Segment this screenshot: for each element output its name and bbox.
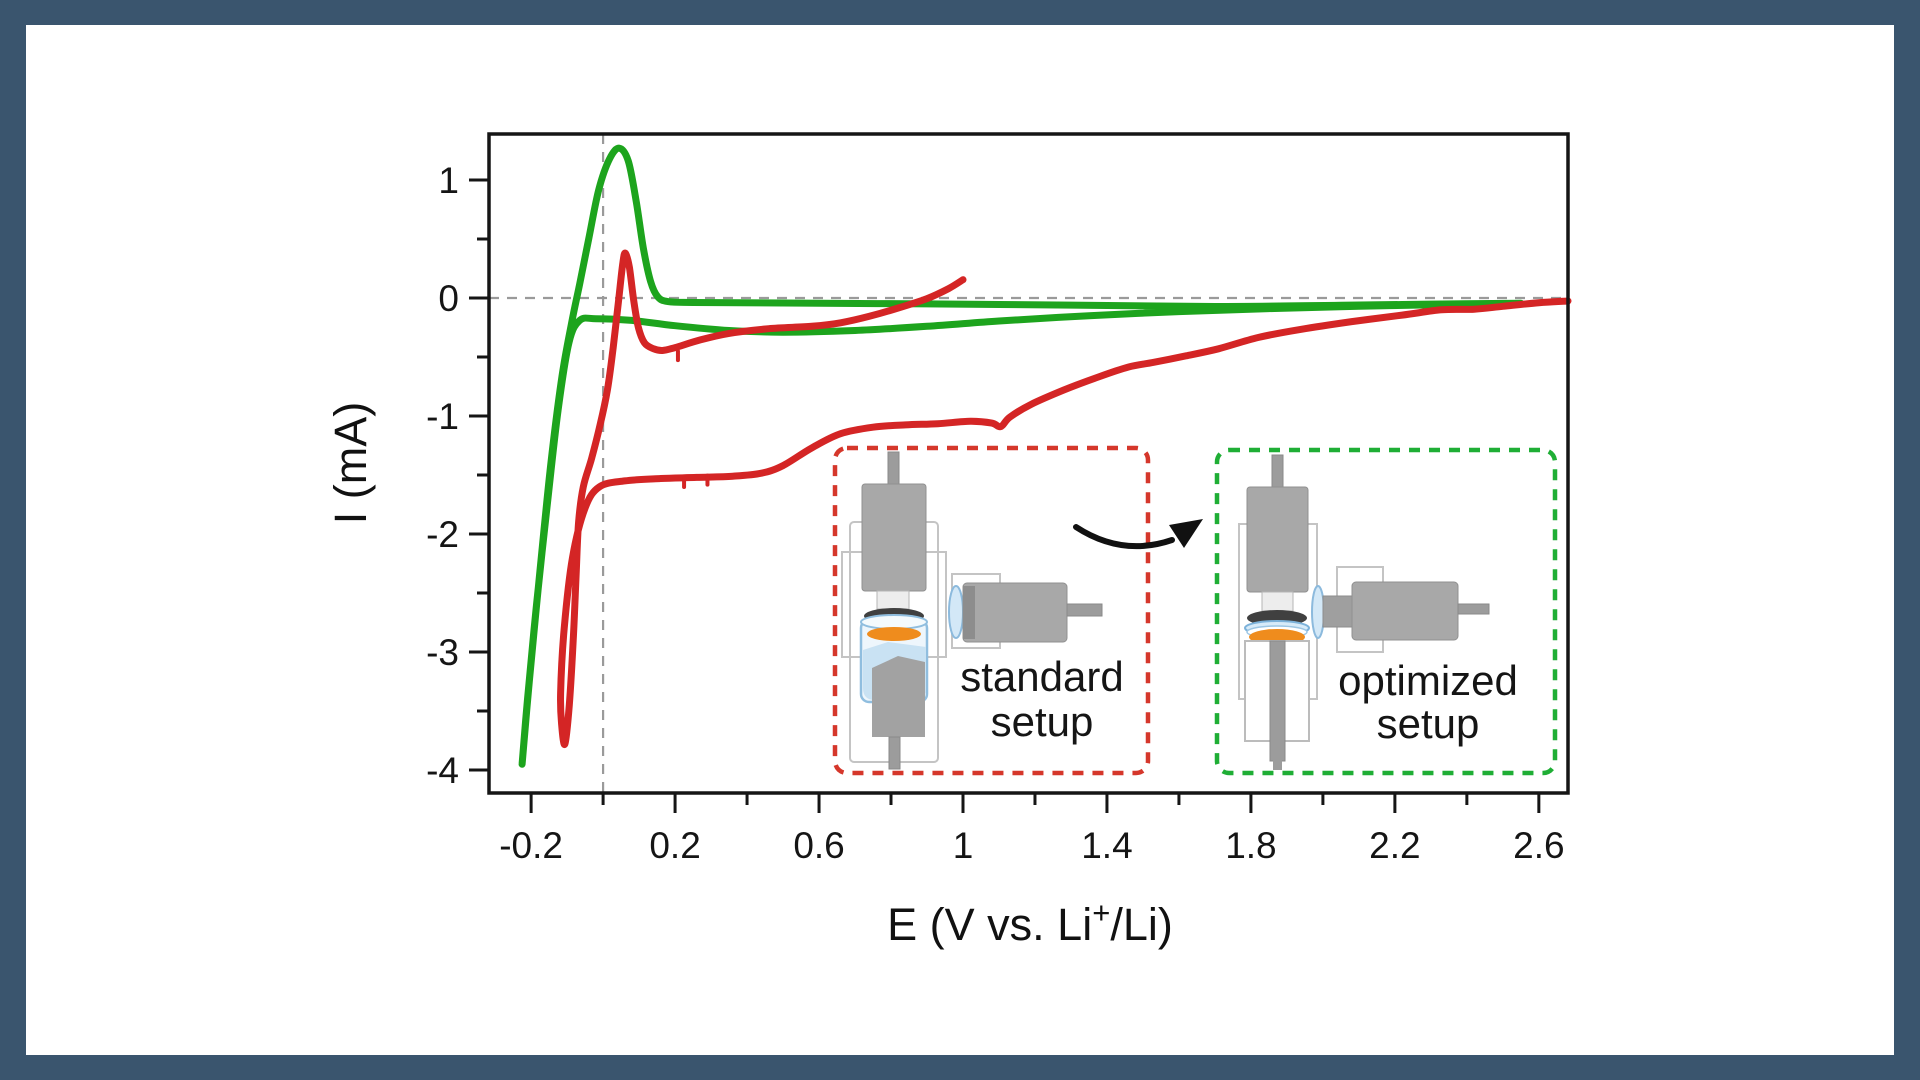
standard-label-line2: setup: [991, 698, 1094, 745]
curve-standard-setup: [557, 249, 1572, 749]
top-rod: [887, 451, 900, 489]
y-axis-title: I (mA): [325, 402, 376, 524]
x-tick-label: 1.4: [1081, 825, 1132, 866]
optimized-label-line2: setup: [1377, 700, 1480, 747]
side-plunger: [962, 582, 1068, 643]
top-plunger: [861, 483, 927, 592]
y-tick-label: 1: [438, 160, 459, 201]
bottom-rod-tip: [1273, 760, 1282, 770]
top-rod: [1271, 454, 1284, 490]
transition-arrow-icon: [1073, 519, 1203, 550]
y-tick-label: -2: [426, 514, 459, 555]
side-plunger: [1351, 581, 1459, 641]
y-tick-label: -1: [426, 396, 459, 437]
side-rod: [1066, 603, 1103, 617]
bottom-rod: [888, 736, 901, 770]
side-window-lens: [1311, 585, 1325, 639]
piston: [876, 590, 910, 610]
side-plunger-cap: [963, 586, 975, 639]
x-axis-title: E (V vs. Li+/Li): [887, 895, 1173, 950]
zero-gridlines: [489, 134, 1568, 793]
optimized-cell-diagram: [1238, 454, 1490, 770]
figure-canvas: [26, 25, 1894, 1055]
separator-orange-disc: [867, 627, 921, 641]
cv-curves: [518, 144, 1572, 768]
x-tick-label: 0.6: [793, 825, 844, 866]
x-tick-label: 2.2: [1369, 825, 1420, 866]
standard-label-line1: standard: [960, 653, 1123, 700]
inset-optimized-setup: optimized setup: [1214, 447, 1558, 776]
plot-frame: [487, 132, 1570, 795]
y-tick-label: 0: [438, 278, 459, 319]
vial-rim: [860, 614, 928, 630]
bottom-electrode-block: [872, 656, 925, 737]
standard-cell-diagram: [841, 451, 1103, 770]
y-tick-label: -4: [426, 750, 459, 791]
optimized-label-line1: optimized: [1338, 657, 1518, 704]
x-tick-label: 2.6: [1513, 825, 1564, 866]
x-tick-label: 1.8: [1225, 825, 1276, 866]
axis-ticks: -0.2 0.2 0.6 1 1.4 1.8 2.2 2.6 1 0 -1 -2 -3 -4: [426, 160, 1564, 866]
center-rod: [1269, 640, 1286, 762]
x-tick-label: -0.2: [499, 825, 563, 866]
piston: [1261, 591, 1294, 612]
y-tick-label: -3: [426, 632, 459, 673]
side-plunger-nose: [1322, 595, 1354, 628]
x-tick-label: 1: [953, 825, 974, 866]
optimized-inset-border: [1214, 447, 1558, 776]
side-window-lens: [948, 585, 964, 639]
top-plunger: [1246, 486, 1309, 593]
standard-inset-border: [832, 445, 1151, 776]
x-tick-label: 0.2: [649, 825, 700, 866]
curve-optimized-setup: [518, 144, 1525, 768]
inset-standard-setup: standard setup: [832, 445, 1151, 776]
side-rod: [1457, 603, 1490, 615]
